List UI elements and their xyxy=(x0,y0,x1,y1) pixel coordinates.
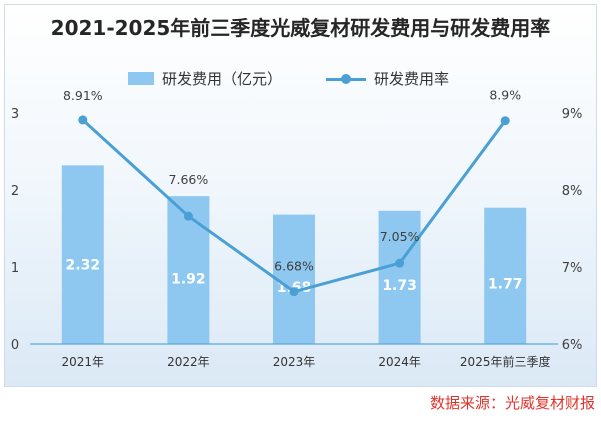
bar xyxy=(378,210,421,344)
bar xyxy=(484,207,527,344)
bar xyxy=(273,214,315,344)
y-left-tick-label: 0 xyxy=(11,338,19,353)
x-tick-label: 2021年 xyxy=(62,355,105,369)
bar-value-label: 1.73 xyxy=(382,278,417,294)
line-point xyxy=(395,258,405,268)
data-source: 数据来源：光威复材财报 xyxy=(429,394,595,412)
legend-swatch-line xyxy=(326,72,366,86)
y-right-tick-label: 9% xyxy=(562,107,583,122)
y-left-tick-label: 3 xyxy=(11,107,19,122)
x-tick-label: 2023年 xyxy=(273,355,316,369)
x-tick-label: 2024年 xyxy=(378,355,421,369)
legend-item-rd-rate: 研发费用率 xyxy=(326,68,449,89)
legend-label-rd-expense: 研发费用（亿元） xyxy=(162,70,283,88)
legend-item-rd-expense: 研发费用（亿元） xyxy=(128,68,282,89)
line-value-label: 8.91% xyxy=(63,88,103,103)
y-right-tick-label: 7% xyxy=(562,261,583,276)
legend-label-rd-rate: 研发费用率 xyxy=(374,70,450,88)
y-right-tick-label: 6% xyxy=(562,338,583,353)
line-point xyxy=(500,116,510,126)
line-point xyxy=(78,115,88,125)
bar-value-label: 1.92 xyxy=(171,271,206,287)
bar-value-label: 1.77 xyxy=(488,277,523,293)
legend: 研发费用（亿元） 研发费用率 xyxy=(0,68,601,92)
y-right-tick-label: 8% xyxy=(562,184,583,199)
bar-value-label: 2.32 xyxy=(66,258,101,274)
x-tick-label: 2022年 xyxy=(167,355,210,369)
line-value-label: 8.9% xyxy=(489,88,521,103)
line-value-label: 6.68% xyxy=(274,259,314,274)
line-point xyxy=(289,287,299,297)
bar xyxy=(61,165,104,344)
legend-swatch-bar xyxy=(128,72,154,85)
line-value-label: 7.05% xyxy=(380,229,420,244)
y-left-tick-label: 1 xyxy=(11,261,19,276)
y-left-tick-label: 2 xyxy=(11,184,19,199)
bar xyxy=(167,196,210,344)
line-point xyxy=(183,211,193,221)
x-tick-label: 2025年前三季度 xyxy=(460,354,551,369)
line-value-label: 7.66% xyxy=(169,172,209,187)
chart-title: 2021-2025年前三季度光威复材研发费用与研发费用率 xyxy=(50,16,551,40)
